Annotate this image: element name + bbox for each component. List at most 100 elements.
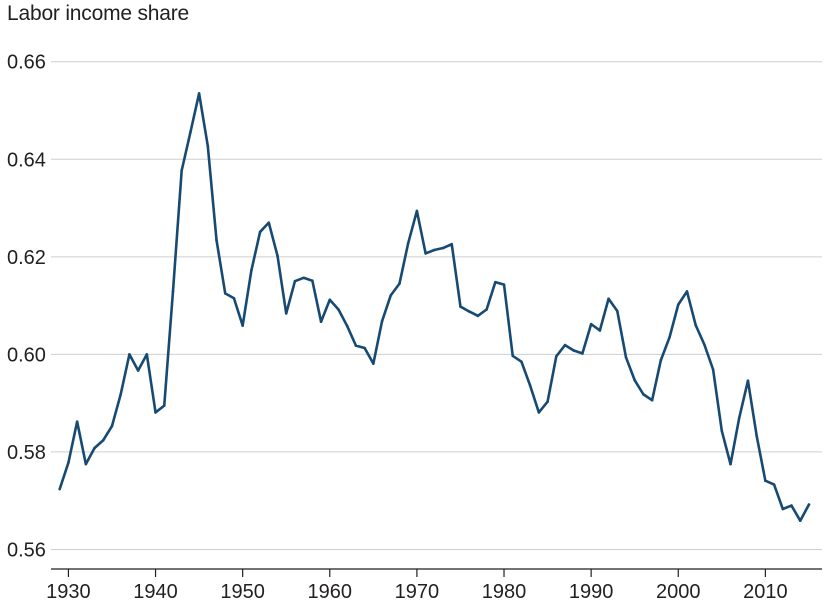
x-tick-label: 2010	[743, 581, 788, 603]
data-point	[676, 303, 680, 306]
x-tick-label: 1980	[482, 581, 527, 603]
data-point	[67, 461, 70, 464]
data-point	[607, 297, 610, 301]
data-point	[206, 144, 210, 148]
x-tick-label: 1940	[133, 581, 178, 603]
data-point	[729, 462, 732, 466]
data-point	[615, 309, 619, 313]
data-point	[380, 319, 384, 323]
data-point	[415, 209, 419, 213]
data-point	[84, 462, 88, 466]
data-point	[764, 479, 767, 483]
data-point	[389, 294, 393, 297]
data-point	[807, 503, 811, 506]
data-point	[528, 384, 532, 387]
data-point	[284, 312, 288, 315]
data-point	[711, 368, 715, 371]
data-point	[598, 329, 602, 332]
data-point	[459, 305, 462, 308]
data-point	[406, 241, 410, 245]
data-point	[162, 404, 166, 407]
data-point	[250, 269, 253, 272]
data-point	[171, 290, 175, 293]
y-tick-label: 0.62	[7, 247, 46, 269]
data-point	[328, 298, 332, 302]
data-point	[798, 519, 802, 523]
data-point	[154, 411, 157, 414]
data-point	[372, 362, 375, 365]
data-point	[703, 343, 706, 346]
data-point	[668, 336, 671, 339]
data-point	[119, 393, 122, 396]
data-point	[319, 320, 323, 323]
data-point	[755, 434, 758, 438]
data-point	[476, 314, 480, 318]
data-point	[790, 504, 793, 507]
data-point	[772, 483, 776, 486]
data-point	[145, 353, 149, 356]
data-point	[276, 254, 279, 258]
data-point	[197, 92, 201, 95]
data-point	[241, 324, 244, 327]
data-point	[354, 344, 358, 347]
data-point	[450, 242, 454, 246]
y-tick-label: 0.56	[7, 539, 46, 561]
data-point	[293, 279, 297, 283]
data-point	[441, 246, 445, 250]
data-point	[258, 230, 262, 234]
data-point	[433, 248, 436, 252]
data-point	[572, 349, 576, 352]
data-point	[467, 310, 471, 313]
data-point	[502, 283, 506, 286]
data-point	[128, 353, 131, 356]
data-point	[101, 438, 105, 442]
data-point	[189, 131, 192, 134]
data-point	[398, 282, 401, 285]
data-point	[136, 369, 140, 372]
data-point	[75, 420, 79, 423]
data-point	[537, 411, 541, 414]
data-point	[511, 354, 515, 358]
data-point	[563, 343, 567, 347]
data-point	[685, 290, 689, 293]
x-tick-label: 1960	[308, 581, 353, 603]
data-point	[58, 487, 62, 491]
y-tick-label: 0.60	[7, 344, 46, 366]
x-tick-label: 1930	[46, 581, 91, 603]
data-point	[232, 296, 236, 300]
data-point	[737, 416, 741, 420]
data-point	[485, 308, 488, 311]
x-tick-label: 1990	[569, 581, 614, 603]
x-tick-label: 1970	[395, 581, 440, 603]
data-point	[746, 379, 750, 383]
data-point	[650, 398, 654, 402]
y-tick-label: 0.58	[7, 442, 46, 464]
data-point	[345, 324, 349, 328]
data-point	[363, 346, 366, 350]
data-point	[720, 429, 724, 433]
data-point	[581, 352, 584, 355]
data-point	[781, 507, 785, 511]
data-point	[337, 308, 340, 311]
data-point	[520, 360, 523, 363]
data-point	[633, 378, 636, 382]
data-point	[424, 252, 427, 255]
data-point	[589, 322, 593, 326]
data-point	[110, 424, 114, 428]
data-point	[554, 355, 558, 358]
data-point	[267, 221, 271, 224]
data-point	[694, 323, 697, 327]
data-point	[302, 276, 305, 280]
data-point	[311, 279, 314, 283]
y-axis-title: Labor income share	[7, 2, 190, 25]
x-tick-label: 1950	[220, 581, 265, 603]
data-point	[180, 169, 183, 172]
y-tick-label: 0.66	[7, 52, 46, 74]
y-tick-label: 0.64	[7, 149, 46, 171]
data-point	[215, 238, 218, 242]
data-point	[642, 393, 645, 396]
data-point	[659, 358, 663, 362]
data-point	[624, 356, 628, 359]
